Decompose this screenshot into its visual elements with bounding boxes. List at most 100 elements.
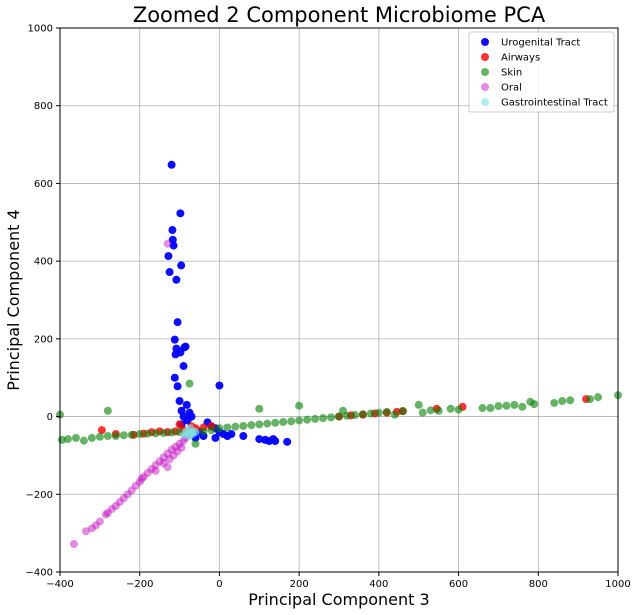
data-point — [434, 406, 443, 415]
plot-frame — [59, 27, 619, 573]
x-tick-label: −400 — [46, 579, 73, 590]
data-point — [173, 382, 182, 391]
data-point — [255, 404, 264, 413]
legend-marker — [481, 53, 489, 61]
data-point — [215, 424, 224, 433]
legend-label: Skin — [501, 68, 522, 79]
data-point — [295, 416, 304, 425]
data-point — [159, 453, 168, 462]
data-point — [127, 486, 136, 495]
data-point — [199, 427, 208, 436]
y-axis-label: Principal Component 4 — [4, 209, 23, 390]
data-point — [171, 442, 180, 451]
data-point — [170, 373, 179, 382]
x-tick-label: 800 — [529, 579, 548, 590]
legend-label: Oral — [501, 83, 522, 94]
data-point — [319, 414, 328, 423]
data-point — [350, 411, 359, 420]
data-point — [255, 420, 264, 429]
data-point — [239, 432, 248, 440]
data-point — [151, 466, 160, 475]
data-point — [95, 517, 104, 526]
data-point — [103, 432, 112, 440]
data-point — [176, 348, 185, 357]
x-tick-label: 200 — [290, 579, 309, 590]
legend-marker — [481, 83, 489, 91]
data-point — [179, 362, 188, 371]
legend-marker — [481, 68, 489, 76]
data-point — [97, 426, 106, 435]
data-point — [263, 419, 272, 428]
data-point — [103, 406, 112, 415]
data-point — [103, 508, 112, 517]
y-tick-label: 200 — [34, 334, 53, 345]
data-point — [173, 447, 182, 456]
data-point — [111, 501, 120, 510]
data-point — [335, 412, 343, 421]
data-point — [167, 445, 176, 454]
data-point — [446, 404, 455, 413]
data-point — [163, 463, 172, 472]
data-point — [478, 404, 487, 413]
legend-marker — [481, 98, 489, 106]
data-point — [165, 268, 174, 277]
data-point — [163, 449, 172, 458]
x-tick-label: 1000 — [605, 579, 630, 590]
data-point — [111, 432, 120, 440]
data-point — [358, 410, 367, 419]
data-point — [311, 414, 320, 423]
data-point — [143, 429, 152, 438]
data-point — [169, 451, 178, 460]
data-point — [170, 335, 179, 344]
y-tick-label: −400 — [26, 568, 53, 579]
data-point — [167, 428, 176, 437]
chart-title: Zoomed 2 Component Microbiome PCA — [133, 3, 546, 27]
x-tick-label: −200 — [126, 579, 153, 590]
data-point — [594, 393, 603, 402]
y-axis-ticks: −400 −200 0 200 400 600 800 1000 — [26, 24, 60, 579]
data-point — [398, 407, 407, 416]
data-point — [168, 226, 177, 235]
data-point — [247, 421, 256, 430]
data-point — [177, 261, 186, 270]
data-point — [147, 465, 156, 474]
data-point — [510, 400, 519, 409]
data-point — [176, 209, 185, 218]
data-point — [494, 402, 503, 411]
legend-label: Urogenital Tract — [501, 38, 580, 49]
data-point — [283, 437, 292, 446]
y-tick-label: 1000 — [28, 24, 53, 35]
data-point — [135, 477, 144, 486]
data-point — [366, 409, 375, 418]
data-point — [173, 318, 182, 327]
data-point — [550, 398, 559, 407]
x-tick-label: 600 — [449, 579, 468, 590]
x-axis-label: Principal Component 3 — [248, 590, 429, 609]
data-point — [69, 540, 78, 549]
data-point — [81, 527, 90, 536]
data-point — [382, 407, 391, 416]
data-point — [287, 417, 296, 426]
y-tick-label: −200 — [26, 490, 53, 501]
data-point — [502, 401, 511, 410]
data-point — [191, 439, 200, 448]
x-tick-label: 0 — [216, 579, 222, 590]
data-point — [163, 239, 172, 248]
data-point — [159, 428, 168, 437]
data-point — [530, 400, 539, 409]
data-point — [172, 275, 181, 284]
y-tick-label: 600 — [34, 179, 53, 190]
series-oral — [69, 239, 196, 549]
x-axis-ticks: −400 −200 0 200 400 600 800 1000 — [46, 572, 631, 590]
y-tick-label: 400 — [34, 257, 53, 268]
data-point — [566, 396, 575, 405]
data-point — [390, 410, 399, 419]
data-point — [165, 455, 174, 464]
data-point — [91, 521, 100, 530]
data-point — [486, 404, 495, 413]
data-point — [119, 431, 128, 440]
data-point — [303, 415, 312, 424]
data-point — [191, 428, 200, 437]
data-point — [269, 435, 278, 444]
